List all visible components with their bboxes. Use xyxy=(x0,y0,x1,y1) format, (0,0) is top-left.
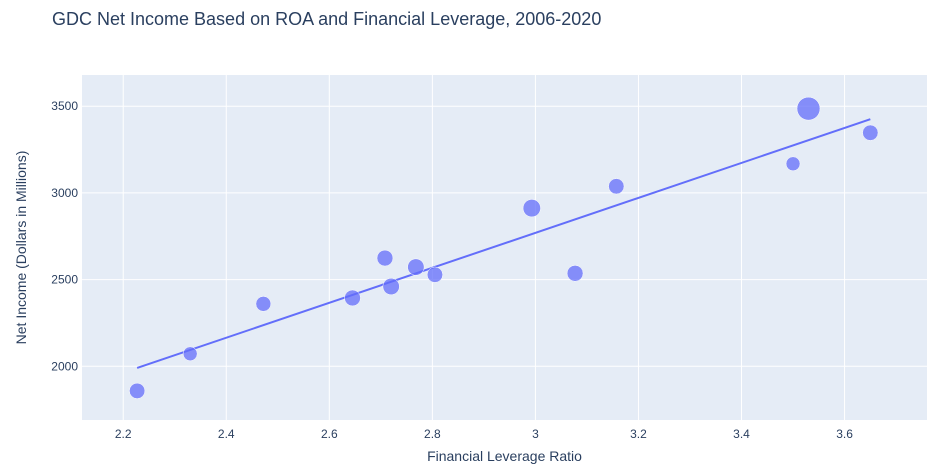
scatter-point[interactable] xyxy=(129,382,146,399)
scatter-point[interactable] xyxy=(608,178,625,195)
scatter-point[interactable] xyxy=(376,249,394,267)
x-tick-label: 2.4 xyxy=(218,427,235,441)
x-tick-label: 2.2 xyxy=(115,427,132,441)
y-tick-labels: 2000 2500 3000 3500 xyxy=(51,99,78,373)
trendline xyxy=(136,118,871,369)
x-tick-label: 2.6 xyxy=(321,427,338,441)
grid xyxy=(82,75,927,420)
x-tick-label: 3 xyxy=(532,427,539,441)
x-tick-label: 3.6 xyxy=(836,427,853,441)
x-tick-label: 3.4 xyxy=(733,427,750,441)
scatter-point[interactable] xyxy=(255,296,272,312)
y-tick-label: 2500 xyxy=(51,273,78,287)
x-tick-label: 3.2 xyxy=(630,427,647,441)
chart-title: GDC Net Income Based on ROA and Financia… xyxy=(52,9,601,29)
trendline-layer xyxy=(136,118,871,369)
x-axis-title: Financial Leverage Ratio xyxy=(427,448,582,464)
scatter-point[interactable] xyxy=(522,199,541,218)
scatter-point[interactable] xyxy=(344,289,361,307)
scatter-point[interactable] xyxy=(862,124,879,141)
scatter-point[interactable] xyxy=(407,258,425,276)
x-tick-label: 2.8 xyxy=(424,427,441,441)
plot-area xyxy=(82,75,927,420)
x-tick-labels: 2.2 2.4 2.6 2.8 3 3.2 3.4 3.6 xyxy=(115,427,853,441)
scatter-point[interactable] xyxy=(785,156,801,172)
y-tick-label: 2000 xyxy=(51,359,78,373)
y-tick-label: 3000 xyxy=(51,186,78,200)
y-tick-label: 3500 xyxy=(51,99,78,113)
scatter-point[interactable] xyxy=(426,266,443,283)
scatter-point[interactable] xyxy=(182,346,198,362)
scatter-point[interactable] xyxy=(382,278,400,296)
scatter-point[interactable] xyxy=(566,265,584,282)
points-layer xyxy=(129,96,879,399)
y-axis-title: Net Income (Dollars in Millions) xyxy=(13,151,29,345)
scatter-point[interactable] xyxy=(796,96,821,121)
